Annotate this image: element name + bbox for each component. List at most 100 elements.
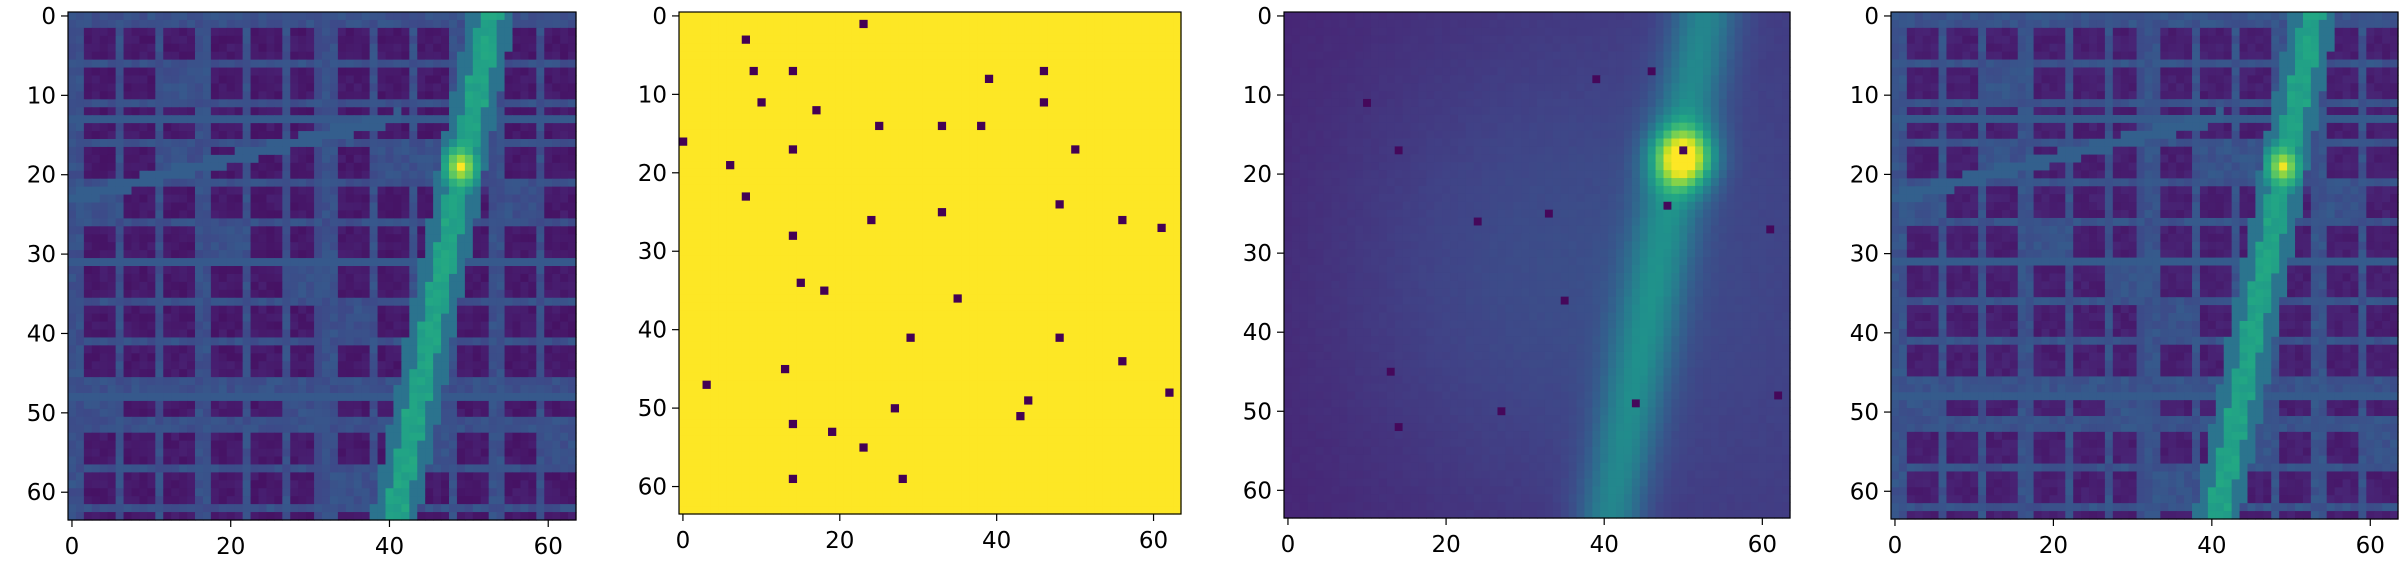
heatmap-cell bbox=[686, 90, 696, 99]
heatmap-cell bbox=[218, 67, 228, 77]
heatmap-cell bbox=[68, 250, 77, 259]
heatmap-cell bbox=[91, 194, 101, 204]
heatmap-cell bbox=[115, 91, 125, 100]
heatmap-cell bbox=[488, 448, 498, 458]
heatmap-cell bbox=[91, 170, 101, 180]
heatmap-cell bbox=[433, 131, 442, 140]
heatmap-cell bbox=[306, 226, 315, 235]
heatmap-cell bbox=[568, 393, 577, 402]
heatmap-cell bbox=[242, 202, 252, 212]
heatmap-cell bbox=[472, 170, 482, 180]
heatmap-cell bbox=[710, 43, 719, 52]
heatmap-cell bbox=[560, 186, 569, 196]
heatmap-cell bbox=[290, 456, 299, 466]
heatmap-cell bbox=[266, 131, 275, 140]
heatmap-cell bbox=[115, 504, 125, 513]
heatmap-cell bbox=[417, 440, 426, 450]
heatmap-cell bbox=[456, 19, 466, 29]
heatmap-cell bbox=[337, 305, 347, 315]
heatmap-cell bbox=[504, 35, 514, 45]
heatmap-cell bbox=[210, 154, 220, 164]
heatmap-cell bbox=[68, 464, 77, 473]
heatmap-cell bbox=[147, 512, 156, 521]
heatmap-cell bbox=[733, 74, 743, 84]
heatmap-cell bbox=[306, 35, 315, 45]
heatmap-cell bbox=[91, 115, 101, 124]
heatmap-cell bbox=[179, 178, 188, 188]
heatmap-cell bbox=[528, 432, 537, 442]
heatmap-cell bbox=[472, 456, 482, 466]
heatmap-cell bbox=[322, 123, 331, 132]
heatmap-cell bbox=[139, 416, 148, 426]
heatmap-cell bbox=[369, 115, 379, 124]
heatmap-cell bbox=[906, 113, 915, 123]
heatmap-cell bbox=[139, 321, 148, 331]
heatmap-cell bbox=[353, 345, 363, 354]
heatmap-cell bbox=[859, 51, 868, 60]
heatmap-cell bbox=[163, 353, 172, 362]
heatmap-cell bbox=[337, 131, 347, 140]
heatmap-cell bbox=[266, 289, 275, 299]
heatmap-cell bbox=[441, 369, 450, 378]
heatmap-cell bbox=[1079, 35, 1088, 44]
heatmap-cell bbox=[560, 377, 569, 386]
heatmap-cell bbox=[345, 35, 355, 45]
heatmap-cell bbox=[234, 139, 244, 148]
heatmap-cell bbox=[314, 67, 323, 77]
heatmap-cell bbox=[345, 107, 355, 116]
heatmap-cell bbox=[867, 82, 876, 92]
heatmap-cell bbox=[353, 424, 363, 434]
heatmap-cell bbox=[464, 400, 474, 410]
heatmap-cell bbox=[953, 106, 962, 115]
heatmap-cell bbox=[1086, 27, 1096, 37]
heatmap-cell bbox=[361, 504, 371, 513]
heatmap-cell bbox=[266, 99, 275, 108]
heatmap-cell bbox=[282, 154, 291, 164]
heatmap-cell bbox=[512, 83, 522, 92]
heatmap-cell bbox=[234, 512, 244, 521]
heatmap-cell bbox=[456, 123, 466, 132]
heatmap-cell bbox=[456, 400, 466, 410]
heatmap-cell bbox=[1165, 106, 1174, 115]
heatmap-cell bbox=[385, 218, 395, 227]
heatmap-cell bbox=[75, 170, 85, 180]
heatmap-cell bbox=[369, 504, 379, 513]
heatmap-cell bbox=[377, 321, 387, 331]
heatmap-cell bbox=[353, 51, 363, 61]
heatmap-cell bbox=[329, 19, 339, 29]
heatmap-cell bbox=[107, 234, 117, 243]
heatmap-cell bbox=[977, 19, 986, 29]
heatmap-cell bbox=[441, 345, 450, 354]
heatmap-cell bbox=[250, 115, 260, 124]
heatmap-cell bbox=[171, 51, 180, 61]
heatmap-cell bbox=[520, 178, 529, 188]
heatmap-cell bbox=[820, 82, 829, 92]
heatmap-cell bbox=[179, 385, 188, 394]
heatmap-cell bbox=[266, 226, 275, 235]
heatmap-cell bbox=[922, 35, 931, 44]
heatmap-cell bbox=[75, 353, 85, 362]
heatmap-cell bbox=[353, 202, 363, 212]
heatmap-cell bbox=[417, 43, 426, 53]
heatmap-cell bbox=[409, 258, 418, 267]
heatmap-cell bbox=[298, 369, 307, 378]
heatmap-cell bbox=[552, 321, 561, 331]
heatmap-cell bbox=[1157, 19, 1166, 29]
heatmap-cell bbox=[306, 408, 315, 418]
heatmap-cell bbox=[147, 353, 156, 362]
heatmap-cell bbox=[91, 83, 101, 92]
heatmap-cell bbox=[91, 329, 101, 339]
heatmap-cell bbox=[504, 170, 514, 180]
heatmap-cell bbox=[377, 67, 387, 77]
heatmap-cell bbox=[242, 408, 252, 418]
heatmap-cell bbox=[385, 258, 395, 267]
heatmap-cell bbox=[306, 337, 315, 346]
heatmap-cell bbox=[353, 19, 363, 29]
heatmap-cell bbox=[68, 353, 77, 362]
heatmap-cell bbox=[329, 35, 339, 45]
heatmap-cell bbox=[123, 12, 133, 21]
heatmap-cell bbox=[401, 464, 410, 473]
heatmap-cell bbox=[91, 186, 101, 196]
heatmap-cell bbox=[322, 361, 331, 370]
heatmap-cell bbox=[496, 480, 506, 489]
